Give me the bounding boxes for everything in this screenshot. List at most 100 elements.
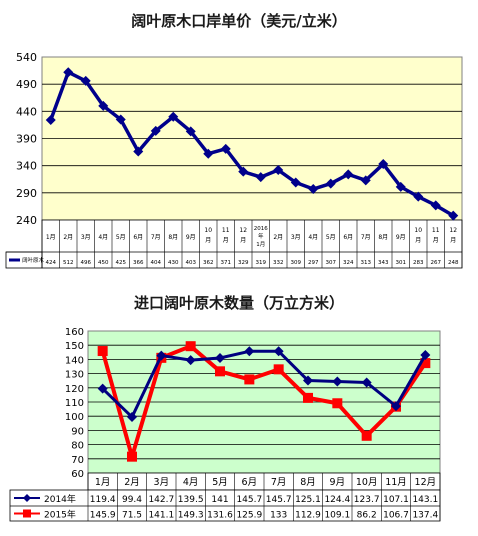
chart2-y-tick-label: 120	[65, 384, 84, 395]
chart1-x-tick-label: 4月	[308, 234, 318, 241]
chart1-x-tick-label: 1月	[46, 234, 56, 241]
chart1-x-tick-label: 10	[414, 227, 422, 234]
chart2-point-2014	[97, 383, 108, 394]
chart2-point-2014	[244, 346, 255, 357]
chart2-point-2015	[361, 430, 372, 441]
chart1-table-value: 343	[378, 260, 389, 266]
chart2-point-2014	[303, 375, 313, 386]
chart2-x-tick-label: 9月	[330, 477, 346, 488]
chart1-x-tick-label: 1月	[256, 241, 265, 248]
chart1-point	[133, 146, 144, 157]
chart1-x-tick-label: 12	[239, 227, 247, 234]
chart2-x-tick-label: 3月	[154, 477, 170, 488]
chart1-title: 阔叶原木口岸单价（美元/立米）	[131, 12, 347, 30]
chart2-point-2015	[420, 358, 431, 369]
chart1-table-value: 332	[273, 260, 284, 266]
chart2-point-2015	[215, 366, 225, 377]
chart2-x-tick-label: 7月	[271, 477, 287, 488]
chart1-x-tick-label: 6月	[133, 234, 143, 241]
chart1-point	[238, 166, 249, 177]
chart1-x-tick-label: 月	[450, 237, 456, 244]
chart2-point-2015	[185, 341, 196, 352]
chart1-point	[45, 115, 56, 126]
chart1-point	[98, 100, 109, 111]
chart1-series-line	[49, 70, 455, 218]
chart1-x-tick-label: 11	[222, 227, 230, 234]
chart1-x-tick-label: 12	[449, 227, 457, 234]
chart1-x-tick-label: 月	[433, 237, 439, 244]
chart2-x-tick-label: 5月	[212, 477, 228, 488]
chart2-title: 进口阔叶原木数量（万立方米）	[133, 294, 344, 312]
chart1-table-value: 248	[448, 260, 459, 266]
chart2-table-value: 133	[270, 511, 287, 521]
chart1-x-tick-label: 2月	[63, 234, 73, 241]
chart2-y-tick-label: 140	[65, 355, 84, 366]
chart2-table-value: 86.2	[357, 511, 377, 521]
chart1-x-tick-label: 月	[240, 237, 246, 244]
chart1-x-tick-label: 月	[205, 237, 211, 244]
chart1-x-tick-label: 7月	[361, 234, 371, 241]
chart1-table-value: 283	[413, 260, 424, 266]
chart1-point	[325, 178, 336, 189]
chart2-table-value: 145.9	[90, 511, 116, 521]
chart2-point-2015	[303, 392, 313, 403]
chart1-x-tick-label: 3月	[291, 234, 301, 241]
chart1-table-value: 319	[256, 260, 267, 266]
chart1-y-tick-label: 490	[16, 78, 37, 91]
chart1-table-value: 403	[186, 260, 197, 266]
chart2-y-tick-label: 130	[65, 370, 84, 381]
chart1-x-tick-label: 8月	[168, 234, 178, 241]
chart2-point-2014	[273, 346, 284, 357]
chart2-point-2015	[273, 364, 284, 375]
chart1-y-tick-label: 240	[16, 214, 37, 227]
chart1-table-value: 425	[116, 260, 127, 266]
chart2-x-tick-label: 1月	[95, 477, 111, 488]
chart2-table-value: 109.1	[324, 511, 350, 521]
chart2-table-value: 99.4	[122, 495, 142, 505]
chart1-table-value: 329	[238, 260, 249, 266]
chart2-legend-marker	[23, 509, 31, 518]
chart1-x-tick-label: 7月	[151, 234, 161, 241]
chart2-point-2014	[185, 355, 196, 366]
chart1-table-value: 267	[431, 260, 442, 266]
chart2-legend-label: 2015年	[44, 509, 76, 521]
chart1-price: 240 290 340 390 440 490 540 1月 2月 3月 4月 5月 6月 7月 8月 9月 1…	[5, 51, 463, 269]
chart2-point-2014	[332, 376, 343, 387]
chart1-table-value: 309	[291, 260, 302, 266]
chart1-x-tick-label: 5月	[116, 234, 126, 241]
chart2-table-value: 141.1	[148, 511, 174, 521]
chart2-table-value: 145.7	[266, 495, 292, 505]
chart2-table-value: 119.4	[90, 495, 116, 505]
chart1-x-tick-label: 5月	[326, 234, 336, 241]
chart1-point	[308, 184, 319, 195]
chart2-y-tick-label: 70	[71, 455, 84, 466]
chart1-point	[63, 67, 74, 78]
chart1-table-value: 324	[343, 260, 354, 266]
chart1-point	[150, 125, 161, 136]
chart2-table-value: 107.1	[383, 495, 409, 505]
chart2-legend-label: 2014年	[44, 493, 76, 505]
chart2-point-2015	[332, 398, 343, 409]
chart2-table-value: 112.9	[295, 511, 321, 521]
chart1-x-tick-label: 8月	[378, 234, 388, 241]
chart1-point	[255, 172, 266, 183]
chart1-table-value: 313	[361, 260, 372, 266]
chart1-point	[360, 175, 371, 186]
chart2-table-value: 125.1	[295, 495, 321, 505]
chart1-table-value: 301	[396, 260, 407, 266]
chart1-point	[115, 114, 126, 125]
chart1-point	[203, 148, 214, 159]
chart2-x-tick-label: 2月	[124, 477, 140, 488]
chart1-y-tick-label: 340	[16, 160, 37, 173]
chart2-x-tick-label: 8月	[300, 477, 316, 488]
chart2-series-line	[101, 349, 427, 419]
chart1-x-tick-label: 11	[432, 227, 440, 234]
chart1-point	[395, 181, 406, 192]
chart1-y-tick-label: 390	[16, 133, 37, 146]
chart2-table-value: 123.7	[354, 495, 380, 505]
chart2-table-value: 142.7	[148, 495, 174, 505]
chart1-y-tick-label: 540	[16, 51, 37, 64]
chart2-table-value: 137.4	[412, 511, 438, 521]
chart2-table-value: 141	[211, 495, 228, 505]
